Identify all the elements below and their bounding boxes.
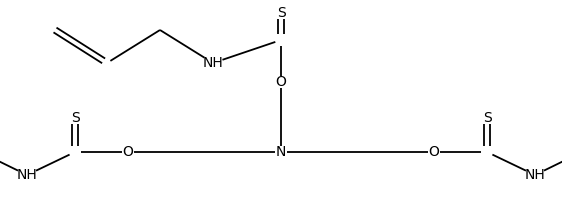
- Text: S: S: [71, 111, 79, 125]
- Text: NH: NH: [203, 56, 223, 70]
- Text: O: O: [275, 75, 287, 89]
- Text: S: S: [277, 6, 285, 20]
- Text: N: N: [276, 145, 286, 159]
- Text: O: O: [429, 145, 439, 159]
- Text: S: S: [483, 111, 491, 125]
- Text: NH: NH: [17, 168, 38, 182]
- Text: NH: NH: [524, 168, 545, 182]
- Text: O: O: [123, 145, 133, 159]
